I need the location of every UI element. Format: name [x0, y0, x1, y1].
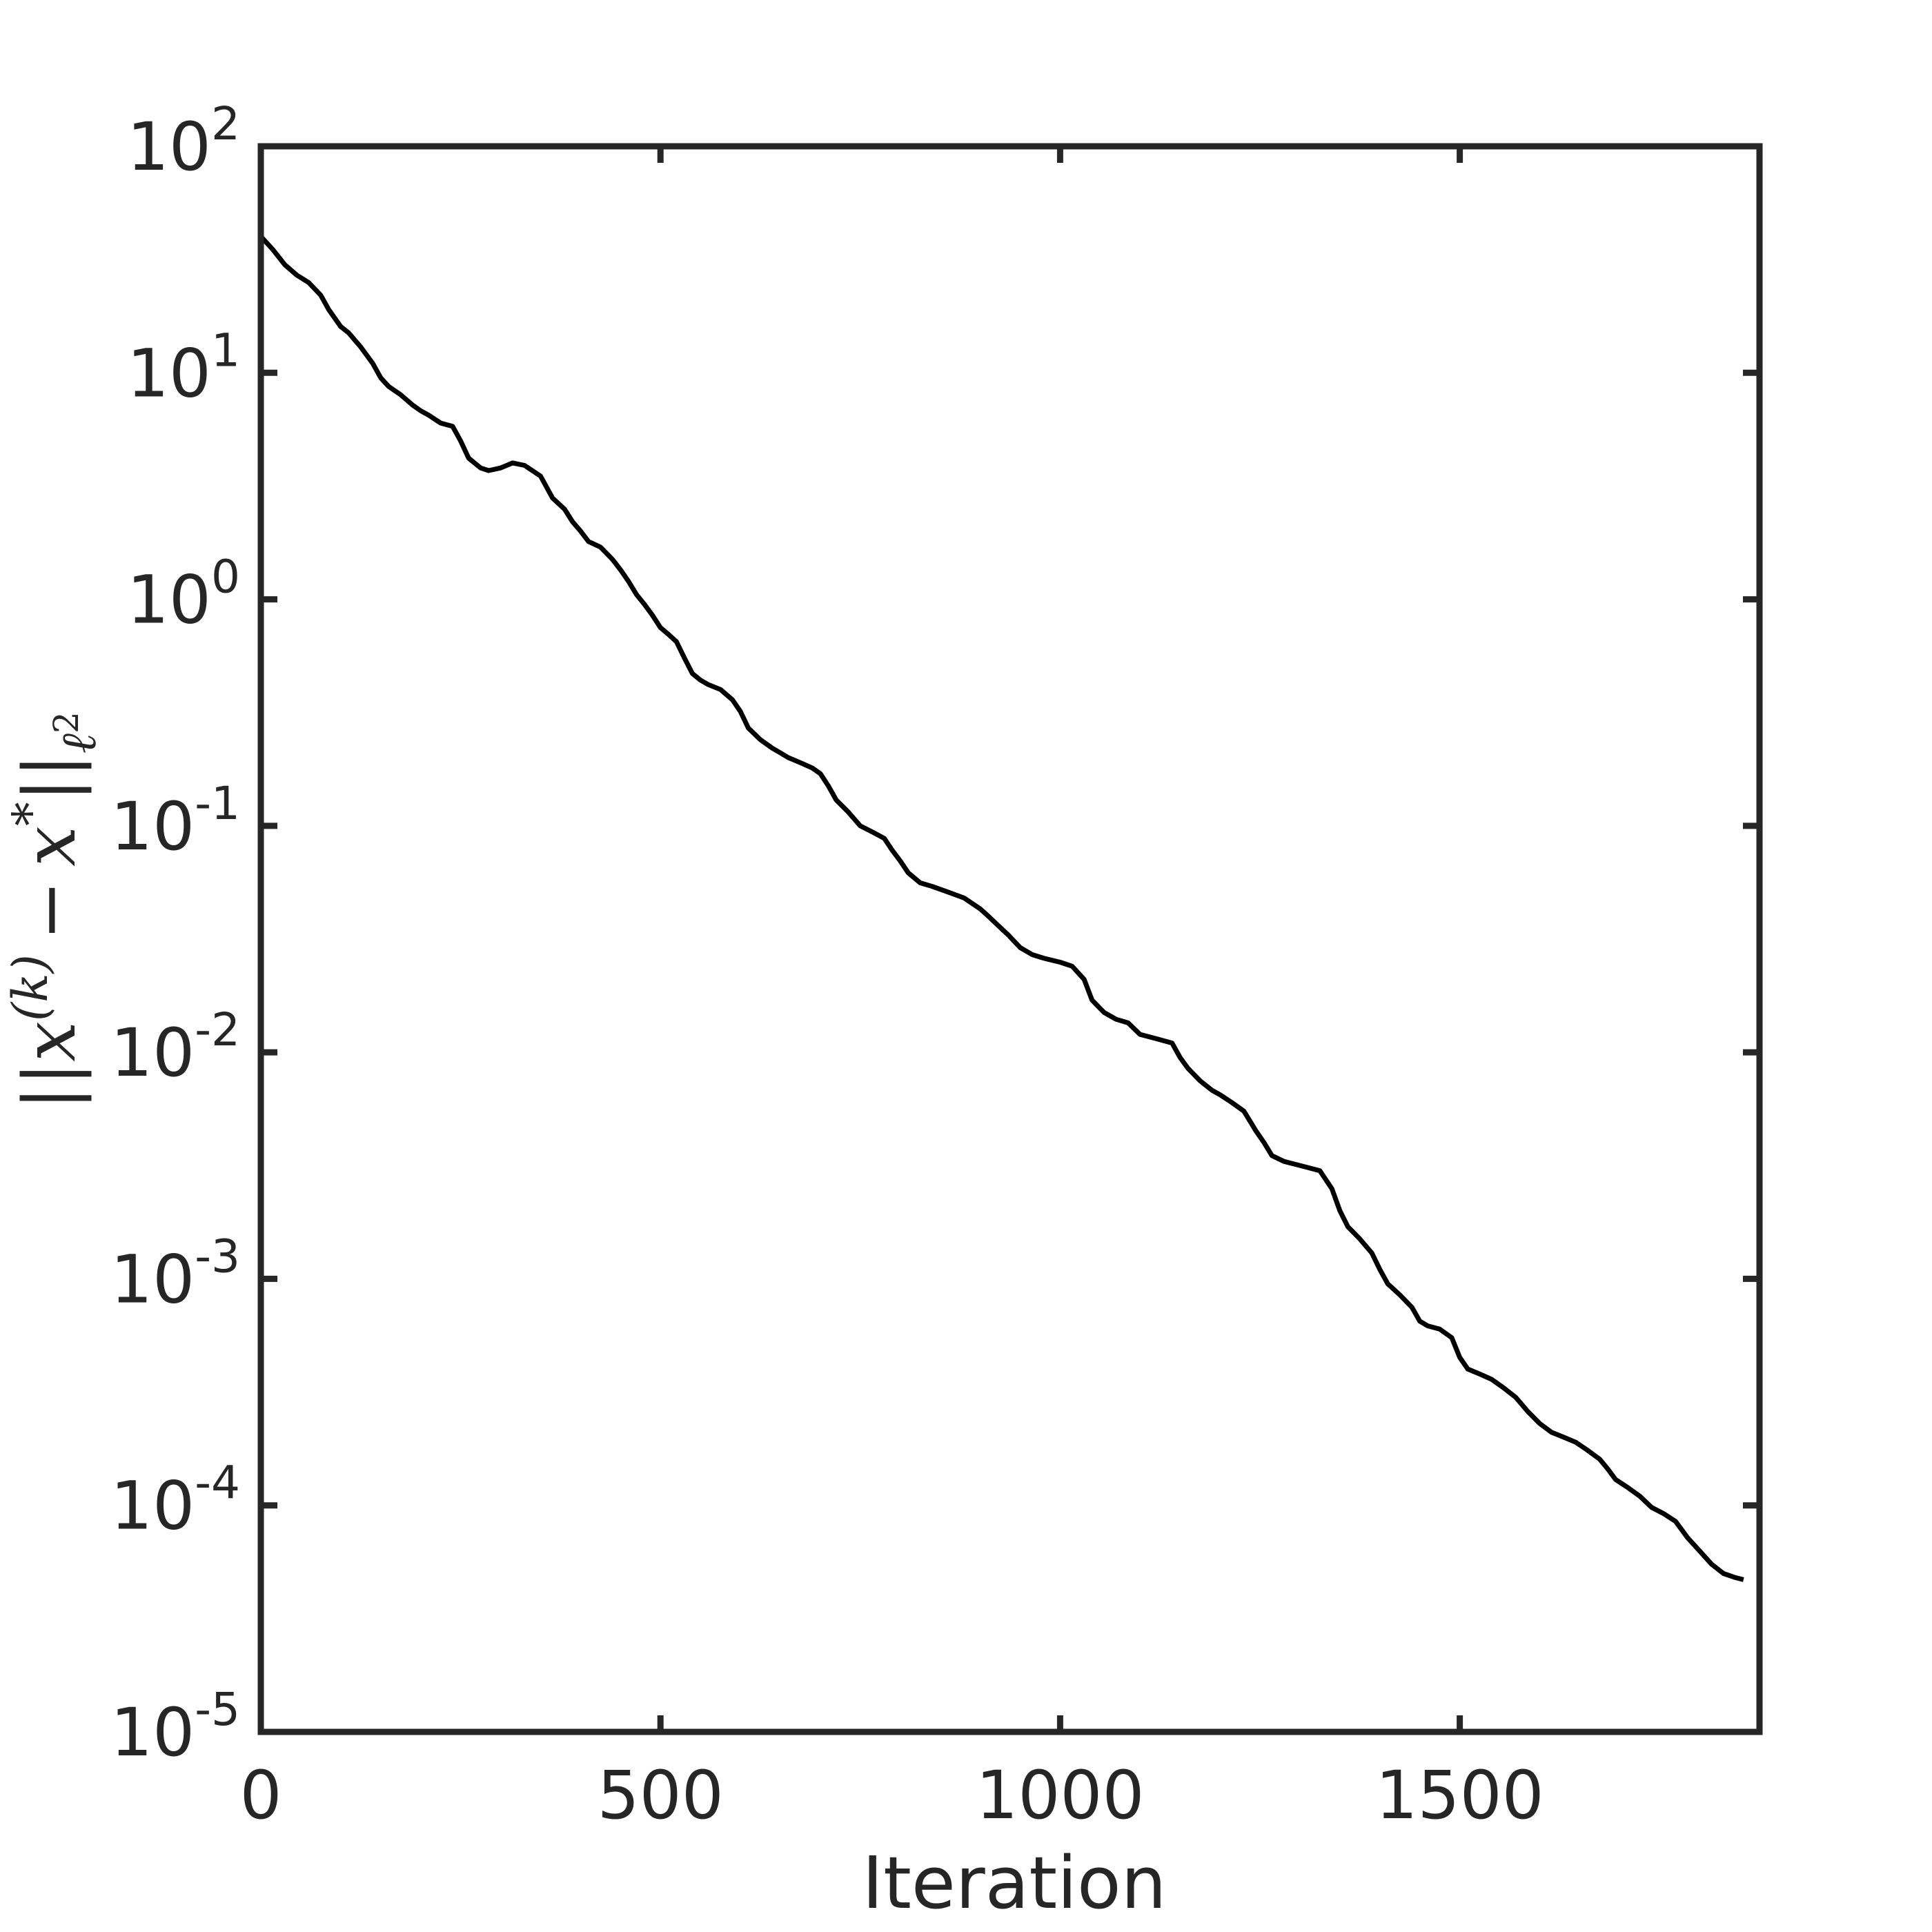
y-label-x1: x: [8, 1021, 92, 1062]
y-label-subscript: ℓ: [50, 733, 107, 753]
x-axis-label: Iteration: [862, 1841, 1166, 1925]
axes-box: [257, 143, 1763, 1735]
y-axis-label: ||x(k)−x*||ℓ2: [2, 711, 107, 1110]
y-tick-label: 10-4: [110, 1457, 240, 1545]
y-label-minus: −: [8, 880, 92, 940]
y-label-x2: x: [8, 826, 92, 867]
tick-labels: 0 500 1000 1500 102 101 100 10-1 10-2 10-3 10-4 10-…: [110, 97, 1544, 1834]
x-tick-label: 0: [239, 1757, 282, 1834]
y-label-subscript-exp: 2: [46, 711, 86, 733]
x-tick-label: 1000: [976, 1757, 1144, 1834]
y-label-star: *: [2, 802, 59, 826]
y-tick-label: 10-2: [110, 1003, 240, 1092]
y-tick-label: 10-3: [110, 1230, 240, 1318]
y-tick-label: 102: [127, 97, 240, 186]
y-tick-label: 101: [127, 324, 240, 412]
y-label-superscript: (k): [2, 954, 59, 1021]
y-label-open: ||: [8, 1062, 92, 1110]
y-tick-label: 10-5: [110, 1683, 240, 1771]
y-tick-label: 10-1: [110, 777, 240, 865]
y-tick-label: 100: [127, 551, 240, 639]
series-line: [259, 235, 1744, 1582]
x-tick-label: 500: [598, 1757, 724, 1834]
plot-area: [259, 235, 1744, 1582]
y-label-close: ||: [8, 753, 92, 802]
x-tick-label: 1500: [1375, 1757, 1544, 1834]
